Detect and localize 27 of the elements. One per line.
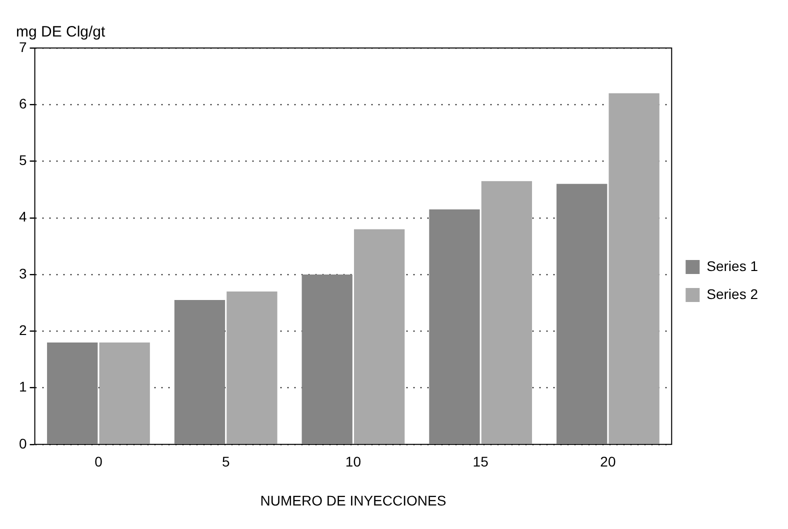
x-tick-label: 15 — [472, 454, 489, 470]
y-tick-label: 5 — [18, 152, 27, 168]
bar — [556, 184, 608, 444]
bar — [47, 342, 98, 444]
bar — [481, 181, 532, 444]
legend-label: Series 2 — [706, 286, 758, 302]
y-tick-label: 1 — [18, 378, 27, 395]
bar — [99, 342, 150, 444]
x-tick-label: 5 — [222, 454, 230, 470]
y-axis-title: mg DE Clg/gt — [16, 24, 106, 41]
bar — [354, 229, 405, 444]
y-tick-label: 7 — [18, 38, 27, 55]
x-tick-label: 10 — [345, 454, 362, 470]
x-tick-label: 20 — [600, 454, 616, 470]
y-tick-label: 2 — [18, 322, 27, 338]
bar — [429, 209, 480, 444]
legend-label: Series 1 — [706, 258, 758, 274]
y-tick-label: 4 — [18, 208, 27, 225]
y-tick-label: 0 — [18, 435, 27, 452]
bar — [608, 93, 660, 444]
bar — [174, 300, 226, 444]
y-tick-label: 3 — [18, 265, 27, 282]
bar — [226, 292, 278, 444]
bar — [302, 274, 352, 444]
y-tick-label: 6 — [18, 95, 27, 112]
x-tick-label: 0 — [94, 454, 103, 470]
x-axis-title: NUMERO DE INYECCIONES — [260, 492, 446, 508]
